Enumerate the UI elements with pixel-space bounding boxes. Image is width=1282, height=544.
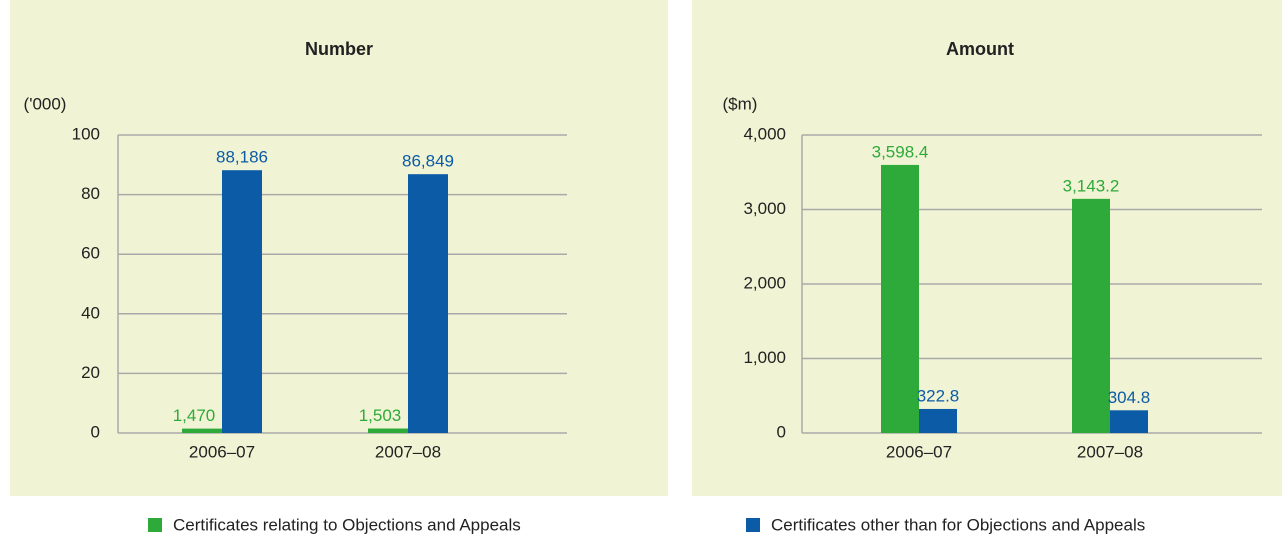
legend-swatch [148,518,162,532]
bar [1110,410,1148,433]
bar [408,174,448,433]
chart-title: Number [305,39,373,59]
x-tick-label: 2006–07 [886,442,952,461]
bar [368,428,408,433]
legend-swatch [746,518,760,532]
panel-background [692,0,1282,496]
bar [182,428,222,433]
value-label: 88,186 [216,148,268,167]
value-label: 1,503 [359,406,402,425]
chart-title: Amount [946,39,1014,59]
x-tick-label: 2007–08 [1077,442,1143,461]
bar [919,408,957,433]
legend-label: Certificates other than for Objections a… [771,515,1145,534]
y-tick-label: 3,000 [743,199,786,218]
y-tick-label: 4,000 [743,124,786,143]
bar [881,164,919,434]
y-tick-label: 0 [777,422,786,441]
value-label: 304.8 [1108,388,1151,407]
y-tick-label: 2,000 [743,273,786,292]
axis-unit-label: ('000) [24,94,67,113]
bar [222,170,262,433]
y-tick-label: 80 [81,184,100,203]
y-tick-label: 40 [81,303,100,322]
legend-label: Certificates relating to Objections and … [173,515,521,534]
value-label: 1,470 [173,406,216,425]
y-tick-label: 0 [91,422,100,441]
y-tick-label: 60 [81,244,100,263]
value-label: 3,143.2 [1063,176,1120,195]
value-label: 86,849 [402,152,454,171]
x-tick-label: 2007–08 [375,442,441,461]
bar [1072,198,1110,433]
value-label: 3,598.4 [872,142,929,161]
y-tick-label: 1,000 [743,348,786,367]
axis-unit-label: ($m) [723,94,758,113]
x-tick-label: 2006–07 [189,442,255,461]
value-label: 322.8 [917,386,960,405]
y-tick-label: 20 [81,363,100,382]
y-tick-label: 100 [72,124,100,143]
panel-background [10,0,668,496]
